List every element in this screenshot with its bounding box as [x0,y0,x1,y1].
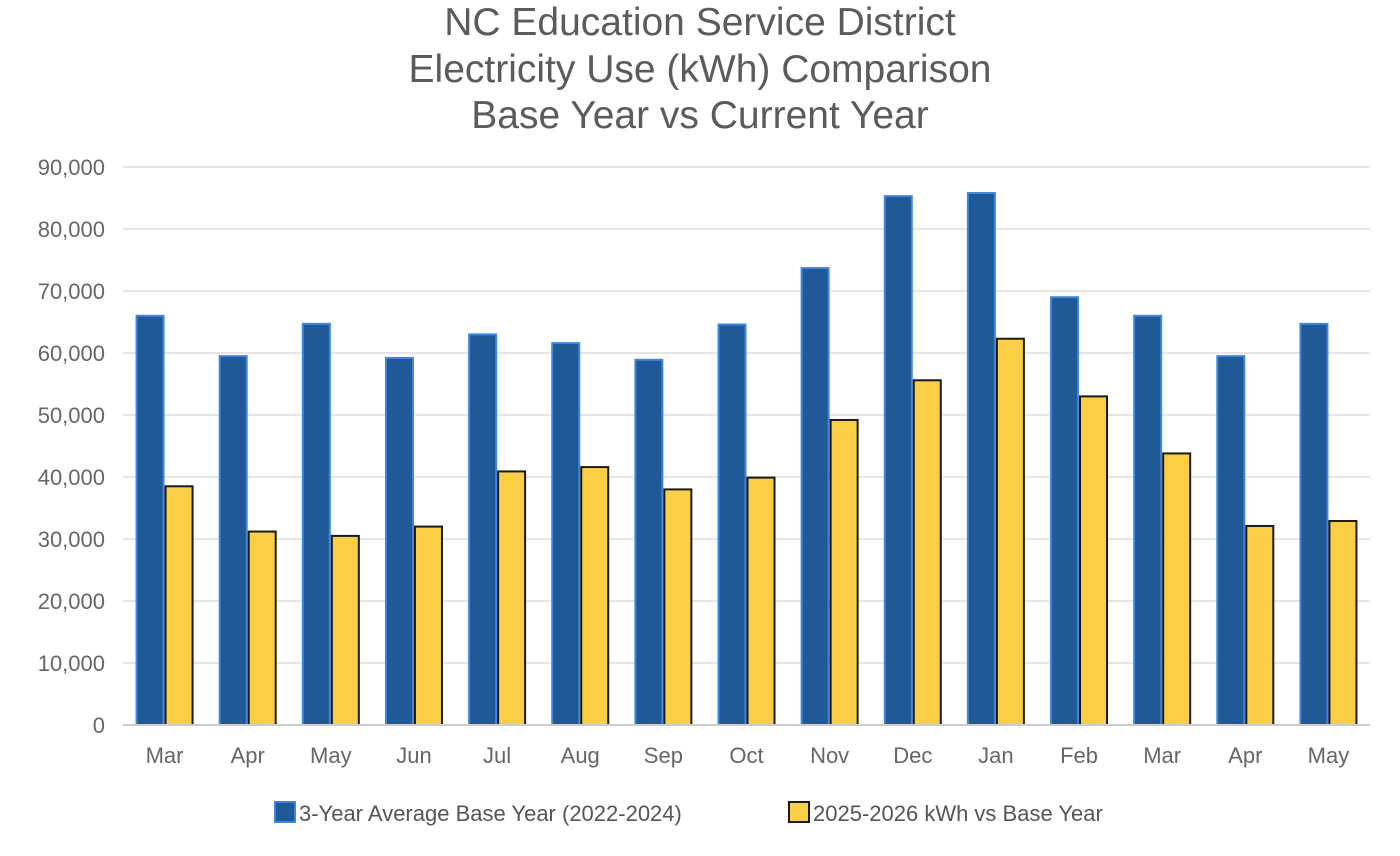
x-tick-label: Sep [644,743,683,768]
chart-title-line-2: Electricity Use (kWh) Comparison [409,48,992,91]
bar-base-year-aug-5 [551,342,581,726]
bar-base-year-may-14 [1299,322,1329,726]
bar-base-year-may-2 [301,322,331,726]
bar-base-year-mar-12 [1133,314,1163,726]
bar-current-year-dec-9 [912,379,942,726]
y-tick-label: 10,000 [38,651,105,676]
x-tick-label: Dec [893,743,932,768]
bar-base-year-mar-0 [135,314,165,726]
x-tick-label: May [310,743,352,768]
x-tick-label: Apr [1228,743,1262,768]
bar-current-year-aug-5 [580,466,610,726]
bar-series [135,192,1358,727]
x-tick-label: Mar [146,743,184,768]
x-tick-label: Feb [1060,743,1098,768]
bar-base-year-feb-11 [1050,296,1080,726]
y-tick-label: 40,000 [38,465,105,490]
bar-current-year-jun-3 [413,525,443,726]
y-tick-label: 90,000 [38,155,105,180]
y-tick-label: 0 [93,713,105,738]
chart-title-line-1: NC Education Service District [444,1,956,44]
y-tick-label: 30,000 [38,527,105,552]
x-tick-label: Mar [1143,743,1181,768]
bar-current-year-may-2 [330,534,360,727]
y-tick-label: 60,000 [38,341,105,366]
x-tick-label: Jan [978,743,1013,768]
legend: 3-Year Average Base Year (2022-2024) 202… [274,801,1103,826]
bar-current-year-apr-13 [1245,524,1275,726]
bar-base-year-apr-13 [1216,355,1246,726]
bar-base-year-oct-7 [717,323,747,726]
bar-base-year-dec-9 [883,195,913,726]
legend-swatch-current-year [788,801,810,823]
x-tick-label: Apr [231,743,265,768]
x-tick-label: Jun [396,743,431,768]
bar-current-year-jul-4 [497,470,527,727]
bar-current-year-mar-12 [1162,452,1192,726]
bar-current-year-oct-7 [746,476,776,726]
bar-base-year-nov-8 [800,267,830,726]
bar-current-year-may-14 [1328,520,1358,727]
y-tick-label: 50,000 [38,403,105,428]
legend-swatch-base-year [274,801,296,823]
bar-base-year-jul-4 [468,333,498,726]
chart-title-line-3: Base Year vs Current Year [471,94,928,137]
bar-current-year-jan-10 [995,337,1025,726]
x-axis-tick-labels: Mar Apr May Jun Jul Aug Sep Oct Nov Dec Jan Feb Mar A… [146,743,1350,768]
bar-base-year-jun-3 [384,356,414,726]
bar-base-year-apr-1 [218,355,248,726]
x-tick-label: Oct [729,743,763,768]
y-tick-label: 70,000 [38,279,105,304]
bar-current-year-nov-8 [829,418,859,726]
x-tick-label: May [1308,743,1350,768]
x-tick-label: Aug [561,743,600,768]
legend-label-base-year: 3-Year Average Base Year (2022-2024) [299,801,682,826]
x-tick-label: Nov [810,743,849,768]
y-tick-label: 20,000 [38,589,105,614]
bar-base-year-sep-6 [634,358,664,726]
x-tick-label: Jul [483,743,511,768]
bar-current-year-apr-1 [247,530,277,726]
y-tick-label: 80,000 [38,217,105,242]
bar-current-year-feb-11 [1079,395,1109,726]
legend-label-current-year: 2025-2026 kWh vs Base Year [813,801,1103,826]
y-axis-tick-labels: 0 10,000 20,000 30,000 40,000 50,000 60,000 70,… [38,155,105,738]
chart-title: NC Education Service District Electricit… [409,1,992,137]
bar-current-year-sep-6 [663,488,693,726]
bar-base-year-jan-10 [966,192,996,727]
bar-current-year-mar-0 [164,485,194,726]
